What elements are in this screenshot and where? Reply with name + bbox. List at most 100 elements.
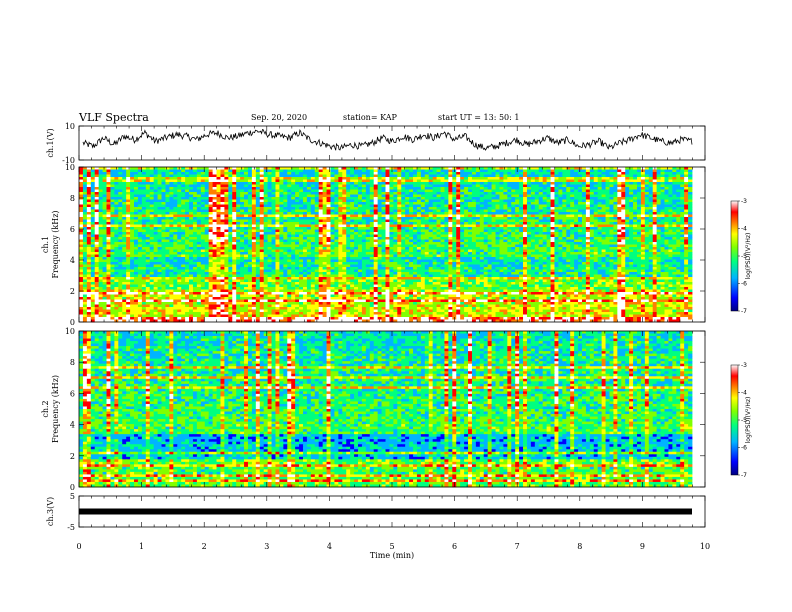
psd-cell: [193, 177, 197, 180]
psd-cell: [114, 185, 118, 188]
psd-cell: [134, 195, 138, 198]
psd-cell: [169, 170, 173, 173]
psd-cell: [641, 187, 645, 190]
psd-cell: [350, 177, 354, 180]
psd-cell: [213, 177, 217, 180]
psd-cell: [138, 192, 142, 195]
psd-cell: [228, 190, 232, 193]
psd-cell: [574, 172, 578, 175]
psd-cell: [224, 175, 228, 178]
psd-cell: [181, 167, 185, 170]
psd-cell: [291, 180, 295, 183]
psd-cell: [621, 180, 625, 183]
psd-cell: [621, 192, 625, 195]
psd-cell: [613, 190, 617, 193]
psd-cell: [342, 182, 346, 185]
psd-cell: [637, 185, 641, 188]
psd-cell: [252, 185, 256, 188]
psd-cell: [126, 185, 130, 188]
psd-cell: [275, 177, 279, 180]
psd-cell: [511, 195, 515, 198]
psd-cell: [621, 195, 625, 198]
psd-cell: [562, 172, 566, 175]
psd-cell: [338, 185, 342, 188]
psd-cell: [142, 185, 146, 188]
psd-cell: [272, 187, 276, 190]
psd-cell: [181, 195, 185, 198]
psd-cell: [452, 197, 456, 200]
psd-cell: [609, 185, 613, 188]
psd-cell: [401, 175, 405, 178]
psd-cell: [330, 197, 334, 200]
psd-cell: [566, 177, 570, 180]
psd-cell: [645, 167, 649, 170]
psd-cell: [303, 172, 307, 175]
psd-cell: [578, 190, 582, 193]
psd-cell: [114, 195, 118, 198]
psd-cell: [578, 175, 582, 178]
psd-cell: [150, 170, 154, 173]
psd-cell: [240, 167, 244, 170]
psd-cell: [523, 172, 527, 175]
psd-cell: [232, 182, 236, 185]
psd-cell: [299, 197, 303, 200]
psd-cell: [554, 180, 558, 183]
psd-cell: [244, 190, 248, 193]
psd-cell: [205, 182, 209, 185]
psd-cell: [417, 167, 421, 170]
psd-cell: [409, 172, 413, 175]
psd-cell: [519, 187, 523, 190]
psd-cell: [378, 185, 382, 188]
psd-cell: [165, 197, 169, 200]
psd-cell: [177, 180, 181, 183]
psd-cell: [594, 170, 598, 173]
psd-cell: [515, 185, 519, 188]
psd-cell: [323, 170, 327, 173]
psd-cell: [558, 182, 562, 185]
psd-cell: [146, 185, 150, 188]
psd-cell: [162, 175, 166, 178]
psd-cell: [554, 175, 558, 178]
psd-cell: [539, 182, 543, 185]
psd-cell: [193, 180, 197, 183]
psd-cell: [503, 167, 507, 170]
psd-cell: [684, 182, 688, 185]
psd-cell: [213, 192, 217, 195]
psd-cell: [441, 175, 445, 178]
psd-cell: [279, 167, 283, 170]
psd-cell: [307, 167, 311, 170]
psd-cell: [657, 195, 661, 198]
psd-cell: [417, 185, 421, 188]
psd-cell: [507, 175, 511, 178]
psd-cell: [283, 185, 287, 188]
psd-cell: [244, 170, 248, 173]
psd-cell: [99, 197, 103, 200]
psd-cell: [130, 195, 134, 198]
psd-cell: [201, 175, 205, 178]
psd-cell: [472, 167, 476, 170]
psd-cell: [291, 182, 295, 185]
psd-cell: [338, 180, 342, 183]
psd-cell: [472, 175, 476, 178]
psd-cell: [386, 170, 390, 173]
psd-cell: [472, 190, 476, 193]
psd-cell: [177, 192, 181, 195]
psd-cell: [110, 167, 114, 170]
psd-cell: [641, 172, 645, 175]
psd-cell: [103, 182, 107, 185]
psd-cell: [209, 182, 213, 185]
psd-cell: [539, 175, 543, 178]
psd-cell: [99, 180, 103, 183]
psd-cell: [527, 192, 531, 195]
psd-cell: [83, 177, 87, 180]
psd-cell: [562, 192, 566, 195]
psd-cell: [484, 180, 488, 183]
psd-cell: [606, 172, 610, 175]
psd-cell: [441, 195, 445, 198]
psd-cell: [582, 187, 586, 190]
psd-cell: [641, 185, 645, 188]
psd-cell: [684, 175, 688, 178]
psd-cell: [142, 197, 146, 200]
psd-cell: [173, 185, 177, 188]
psd-cell: [370, 195, 374, 198]
